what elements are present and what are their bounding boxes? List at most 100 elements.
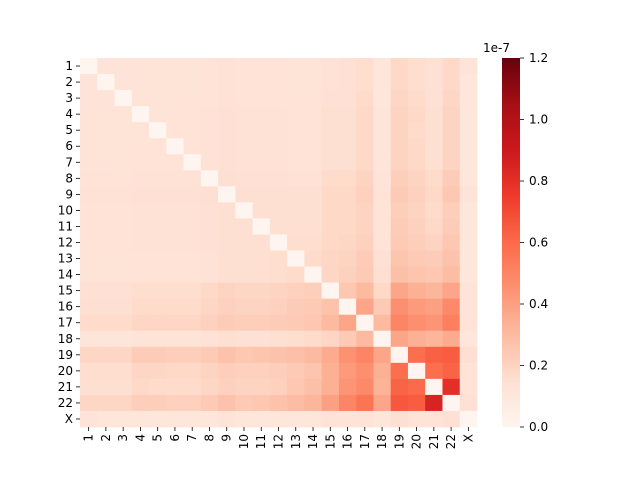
- heatmap-cell-X-19: [390, 410, 409, 428]
- heatmap-cell-7-21: [425, 154, 443, 171]
- heatmap-cell-2-X: [459, 74, 478, 91]
- row-tick-label: 20: [58, 364, 73, 378]
- heatmap-cell-4-19: [390, 106, 409, 123]
- heatmap-cell-21-9: [218, 378, 236, 396]
- heatmap-cell-X-20: [407, 410, 426, 428]
- heatmap-cell-21-7: [183, 378, 202, 396]
- heatmap-cell-5-X: [459, 122, 478, 139]
- heatmap-cell-7-17: [356, 154, 374, 171]
- heatmap-cell-12-7: [183, 234, 202, 251]
- heatmap-cell-14-21: [425, 266, 443, 284]
- heatmap-cell-1-2: [97, 58, 115, 75]
- heatmap-cell-16-8: [200, 298, 219, 316]
- heatmap-cell-3-X: [459, 90, 478, 107]
- heatmap-cell-X-11: [252, 410, 271, 428]
- heatmap-cell-8-20: [407, 170, 426, 187]
- row-tick-label: 17: [58, 316, 73, 330]
- heatmap-cell-21-16: [338, 378, 357, 396]
- heatmap-cell-18-13: [287, 330, 305, 348]
- heatmap-cell-8-3: [114, 170, 133, 187]
- colorbar-tick-label: 0.8: [529, 174, 548, 188]
- heatmap-cell-17-9: [218, 314, 236, 332]
- heatmap-cell-13-10: [235, 250, 254, 267]
- heatmap-cell-7-3: [114, 154, 133, 171]
- heatmap-cell-3-19: [390, 90, 409, 107]
- heatmap-cell-4-3: [114, 106, 133, 123]
- heatmap-cell-21-10: [235, 378, 254, 396]
- column-tick-label: 18: [375, 434, 389, 449]
- heatmap-cell-15-18: [373, 282, 392, 300]
- heatmap-cell-10-16: [338, 202, 357, 219]
- heatmap-cell-6-15: [321, 138, 340, 155]
- heatmap-cell-8-19: [390, 170, 409, 187]
- heatmap-cell-4-11: [252, 106, 271, 123]
- heatmap-cell-5-9: [218, 122, 236, 139]
- heatmap-cell-18-1: [80, 330, 98, 348]
- heatmap-cell-X-5: [149, 410, 167, 428]
- heatmap-cell-18-6: [166, 330, 184, 348]
- heatmap-cell-2-13: [287, 74, 305, 91]
- heatmap-cell-1-17: [356, 58, 374, 75]
- heatmap-cell-8-18: [373, 170, 392, 187]
- heatmap-cell-14-20: [407, 266, 426, 284]
- heatmap-cell-10-14: [304, 202, 323, 219]
- heatmap-cell-2-14: [304, 74, 323, 91]
- heatmap-cell-4-16: [338, 106, 357, 123]
- heatmap-cell-22-16: [338, 394, 357, 412]
- heatmap-cell-14-18: [373, 266, 392, 284]
- heatmap-cell-14-9: [218, 266, 236, 284]
- heatmap-cell-4-6: [166, 106, 184, 123]
- column-tick-label: 5: [151, 434, 165, 442]
- heatmap-cell-1-18: [373, 58, 392, 75]
- heatmap-cell-7-5: [149, 154, 167, 171]
- heatmap-cell-2-20: [407, 74, 426, 91]
- heatmap-cell-15-21: [425, 282, 443, 300]
- heatmap-cell-20-13: [287, 362, 305, 380]
- heatmap-cell-6-8: [200, 138, 219, 155]
- heatmap-cell-9-11: [252, 186, 271, 203]
- heatmap-cell-6-13: [287, 138, 305, 155]
- heatmap-cell-20-12: [269, 362, 288, 380]
- heatmap-cell-19-X: [459, 346, 478, 364]
- heatmap-cell-13-17: [356, 250, 374, 267]
- heatmap-cell-9-6: [166, 186, 184, 203]
- heatmap-cell-17-14: [304, 314, 323, 332]
- heatmap-cell-8-1: [80, 170, 98, 187]
- heatmap-cell-21-22: [442, 378, 461, 396]
- heatmap-cell-17-6: [166, 314, 184, 332]
- heatmap-cell-10-2: [97, 202, 115, 219]
- heatmap-cell-1-11: [252, 58, 271, 75]
- heatmap-cell-9-1: [80, 186, 98, 203]
- heatmap-cell-5-14: [304, 122, 323, 139]
- heatmap-cell-11-17: [356, 218, 374, 235]
- heatmap-cell-18-18: [373, 330, 392, 348]
- heatmap-cell-X-4: [131, 410, 150, 428]
- heatmap-cell-11-21: [425, 218, 443, 235]
- heatmap-cell-9-3: [114, 186, 133, 203]
- heatmap-cell-18-10: [235, 330, 254, 348]
- heatmap-cell-4-5: [149, 106, 167, 123]
- heatmap-cell-3-10: [235, 90, 254, 107]
- heatmap-cell-8-9: [218, 170, 236, 187]
- heatmap-cell-15-14: [304, 282, 323, 300]
- heatmap-cell-1-21: [425, 58, 443, 75]
- heatmap-cell-7-19: [390, 154, 409, 171]
- heatmap-cell-16-22: [442, 298, 461, 316]
- heatmap-cell-14-10: [235, 266, 254, 284]
- heatmap-cell-7-22: [442, 154, 461, 171]
- heatmap-cell-4-12: [269, 106, 288, 123]
- heatmap-cell-13-12: [269, 250, 288, 267]
- heatmap-cell-19-16: [338, 346, 357, 364]
- heatmap-cell-5-18: [373, 122, 392, 139]
- heatmap-cell-9-19: [390, 186, 409, 203]
- heatmap-cell-10-X: [459, 202, 478, 219]
- heatmap-cell-22-21: [425, 394, 443, 412]
- heatmap-cell-4-2: [97, 106, 115, 123]
- heatmap-cell-8-10: [235, 170, 254, 187]
- heatmap-cell-15-6: [166, 282, 184, 300]
- heatmap-cell-6-22: [442, 138, 461, 155]
- heatmap-cell-5-17: [356, 122, 374, 139]
- column-tick-label: 19: [392, 434, 406, 449]
- heatmap-cell-12-13: [287, 234, 305, 251]
- heatmap-cell-10-4: [131, 202, 150, 219]
